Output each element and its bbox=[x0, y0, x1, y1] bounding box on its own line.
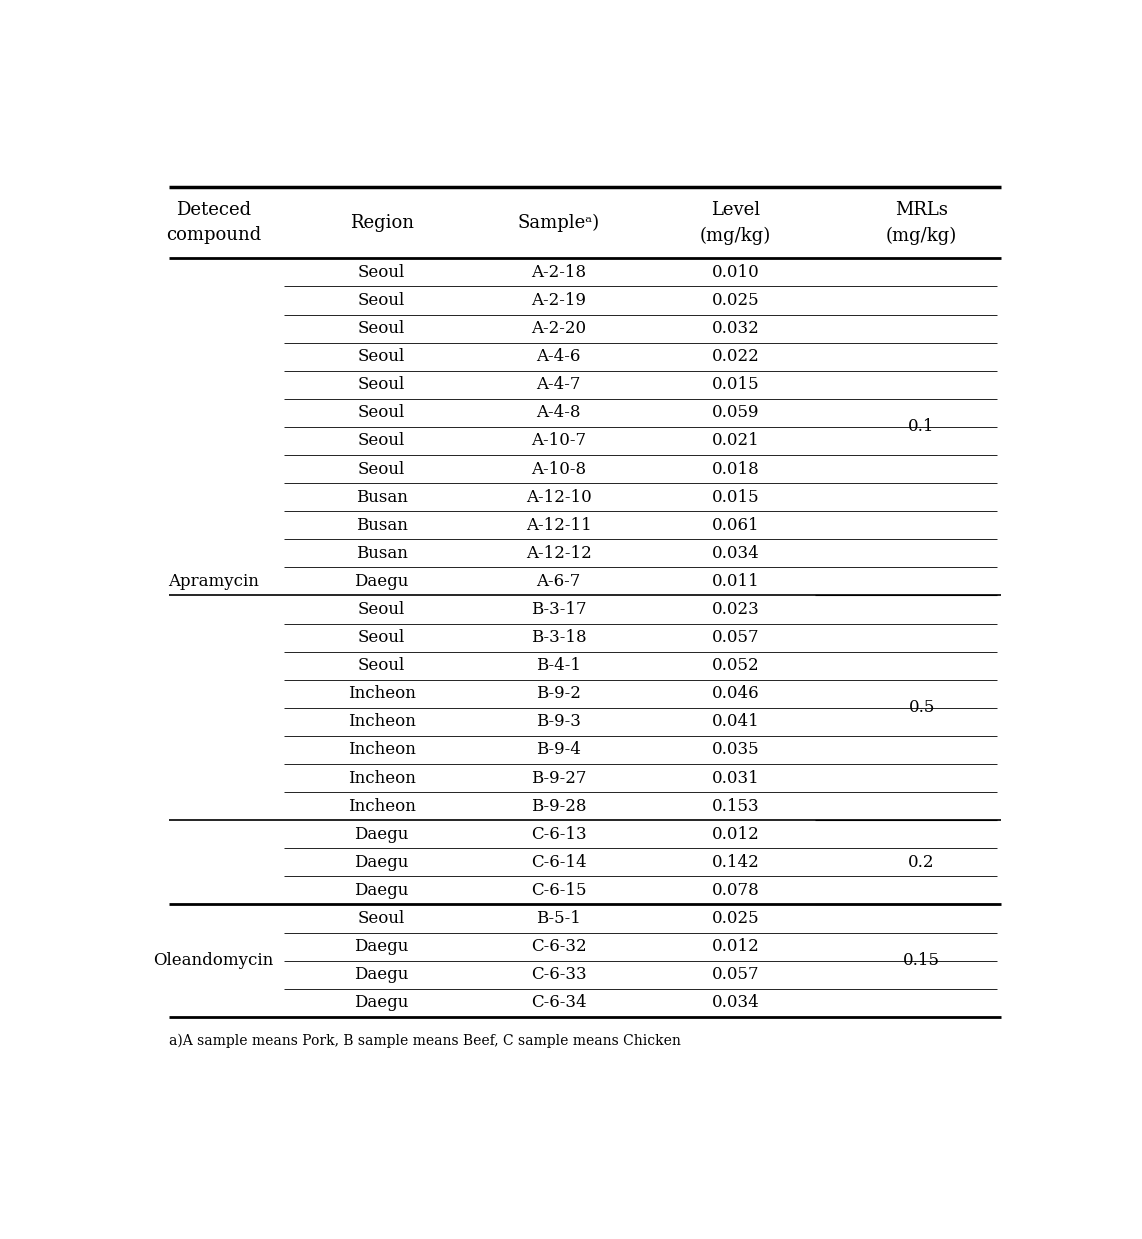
Text: 0.023: 0.023 bbox=[711, 601, 759, 618]
Text: 0.5: 0.5 bbox=[908, 699, 935, 716]
Text: Daegu: Daegu bbox=[354, 938, 409, 955]
Text: 0.142: 0.142 bbox=[711, 854, 759, 871]
Text: B-9-2: B-9-2 bbox=[537, 685, 581, 703]
Text: A-6-7: A-6-7 bbox=[537, 572, 581, 590]
Text: C-6-14: C-6-14 bbox=[531, 854, 587, 871]
Text: 0.031: 0.031 bbox=[711, 769, 759, 787]
Text: 0.015: 0.015 bbox=[711, 377, 759, 393]
Text: C-6-13: C-6-13 bbox=[531, 825, 587, 843]
Text: 0.034: 0.034 bbox=[711, 545, 759, 561]
Text: 0.018: 0.018 bbox=[711, 461, 759, 477]
Text: Incheon: Incheon bbox=[348, 741, 416, 758]
Text: 0.052: 0.052 bbox=[711, 657, 759, 674]
Text: Seoul: Seoul bbox=[359, 348, 405, 366]
Text: C-6-32: C-6-32 bbox=[531, 938, 587, 955]
Text: A-2-20: A-2-20 bbox=[531, 320, 586, 337]
Text: A-4-6: A-4-6 bbox=[537, 348, 581, 366]
Text: A-12-10: A-12-10 bbox=[525, 488, 592, 506]
Text: 0.15: 0.15 bbox=[903, 952, 940, 969]
Text: (mg/kg): (mg/kg) bbox=[700, 227, 771, 244]
Text: MRLs: MRLs bbox=[895, 201, 948, 219]
Text: a)A sample means Pork, B sample means Beef, C sample means Chicken: a)A sample means Pork, B sample means Be… bbox=[169, 1035, 681, 1048]
Text: Incheon: Incheon bbox=[348, 769, 416, 787]
Text: 0.032: 0.032 bbox=[711, 320, 759, 337]
Text: A-12-11: A-12-11 bbox=[525, 517, 592, 534]
Text: 0.078: 0.078 bbox=[711, 882, 759, 900]
Text: Deteced: Deteced bbox=[176, 201, 251, 219]
Text: Region: Region bbox=[349, 213, 413, 232]
Text: Daegu: Daegu bbox=[354, 966, 409, 984]
Text: Incheon: Incheon bbox=[348, 798, 416, 815]
Text: Seoul: Seoul bbox=[359, 461, 405, 477]
Text: 0.025: 0.025 bbox=[711, 909, 759, 927]
Text: Daegu: Daegu bbox=[354, 995, 409, 1011]
Text: A-10-7: A-10-7 bbox=[531, 432, 586, 450]
Text: A-4-7: A-4-7 bbox=[537, 377, 581, 393]
Text: 0.059: 0.059 bbox=[711, 404, 759, 421]
Text: 0.011: 0.011 bbox=[711, 572, 759, 590]
Text: A-12-12: A-12-12 bbox=[525, 545, 592, 561]
Text: Seoul: Seoul bbox=[359, 657, 405, 674]
Text: Seoul: Seoul bbox=[359, 264, 405, 281]
Text: Incheon: Incheon bbox=[348, 714, 416, 731]
Text: B-3-18: B-3-18 bbox=[531, 629, 587, 646]
Text: 0.035: 0.035 bbox=[711, 741, 759, 758]
Text: 0.025: 0.025 bbox=[711, 292, 759, 309]
Text: Daegu: Daegu bbox=[354, 882, 409, 900]
Text: B-3-17: B-3-17 bbox=[531, 601, 587, 618]
Text: Sampleᵃ): Sampleᵃ) bbox=[517, 213, 600, 232]
Text: 0.012: 0.012 bbox=[711, 938, 759, 955]
Text: 0.057: 0.057 bbox=[711, 629, 759, 646]
Text: C-6-34: C-6-34 bbox=[531, 995, 587, 1011]
Text: 0.022: 0.022 bbox=[711, 348, 759, 366]
Text: Seoul: Seoul bbox=[359, 320, 405, 337]
Text: 0.046: 0.046 bbox=[711, 685, 759, 703]
Text: A-4-8: A-4-8 bbox=[537, 404, 581, 421]
Text: B-9-3: B-9-3 bbox=[537, 714, 581, 731]
Text: A-2-19: A-2-19 bbox=[531, 292, 586, 309]
Text: Seoul: Seoul bbox=[359, 377, 405, 393]
Text: 0.012: 0.012 bbox=[711, 825, 759, 843]
Text: Busan: Busan bbox=[356, 545, 408, 561]
Text: Incheon: Incheon bbox=[348, 685, 416, 703]
Text: 0.153: 0.153 bbox=[711, 798, 759, 815]
Text: Busan: Busan bbox=[356, 517, 408, 534]
Text: Seoul: Seoul bbox=[359, 909, 405, 927]
Text: Seoul: Seoul bbox=[359, 629, 405, 646]
Text: Apramycin: Apramycin bbox=[168, 572, 259, 590]
Text: A-10-8: A-10-8 bbox=[531, 461, 586, 477]
Text: C-6-15: C-6-15 bbox=[531, 882, 587, 900]
Text: 0.061: 0.061 bbox=[711, 517, 759, 534]
Text: Seoul: Seoul bbox=[359, 601, 405, 618]
Text: 0.010: 0.010 bbox=[711, 264, 759, 281]
Text: Oleandomycin: Oleandomycin bbox=[153, 952, 274, 969]
Text: Daegu: Daegu bbox=[354, 825, 409, 843]
Text: B-4-1: B-4-1 bbox=[537, 657, 581, 674]
Text: compound: compound bbox=[166, 227, 262, 244]
Text: (mg/kg): (mg/kg) bbox=[886, 227, 957, 244]
Text: 0.021: 0.021 bbox=[711, 432, 759, 450]
Text: 0.041: 0.041 bbox=[711, 714, 759, 731]
Text: 0.034: 0.034 bbox=[711, 995, 759, 1011]
Text: Busan: Busan bbox=[356, 488, 408, 506]
Text: Seoul: Seoul bbox=[359, 404, 405, 421]
Text: Daegu: Daegu bbox=[354, 854, 409, 871]
Text: B-9-27: B-9-27 bbox=[531, 769, 587, 787]
Text: 0.015: 0.015 bbox=[711, 488, 759, 506]
Text: 0.057: 0.057 bbox=[711, 966, 759, 984]
Text: B-9-28: B-9-28 bbox=[531, 798, 587, 815]
Text: 0.1: 0.1 bbox=[908, 419, 935, 435]
Text: A-2-18: A-2-18 bbox=[531, 264, 586, 281]
Text: Daegu: Daegu bbox=[354, 572, 409, 590]
Text: C-6-33: C-6-33 bbox=[531, 966, 587, 984]
Text: Seoul: Seoul bbox=[359, 432, 405, 450]
Text: B-5-1: B-5-1 bbox=[537, 909, 581, 927]
Text: Seoul: Seoul bbox=[359, 292, 405, 309]
Text: Level: Level bbox=[711, 201, 761, 219]
Text: 0.2: 0.2 bbox=[908, 854, 935, 871]
Text: B-9-4: B-9-4 bbox=[537, 741, 581, 758]
